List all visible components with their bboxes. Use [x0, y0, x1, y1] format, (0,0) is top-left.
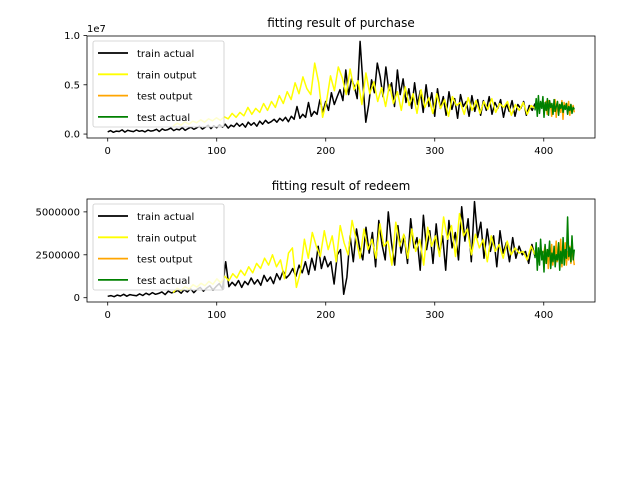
legend-label-train-actual: train actual [137, 49, 194, 60]
series-line-train-output [172, 62, 536, 127]
y-tick-label: 2500000 [35, 250, 80, 261]
purchase-panel: fitting result of purchase 0 100 200 300 400 0… [64, 16, 596, 157]
legend-box [92, 40, 225, 128]
series-line-train-output [172, 212, 536, 294]
legend-label-test-actual: test actual [137, 113, 190, 124]
x-tick-label: 200 [316, 310, 335, 321]
x-tick-label: 400 [534, 146, 553, 157]
series-lines [107, 40, 576, 134]
y-tick-label: 0.5 [64, 80, 80, 91]
y-tick-label: 0.0 [64, 130, 80, 141]
legend-label-test-output: test output [137, 92, 192, 103]
legend: train actual train output test output test … [92, 203, 225, 291]
y-offset-label: 1e7 [87, 24, 106, 35]
series-line-test-actual [534, 216, 576, 273]
axes-frame [86, 198, 596, 303]
x-tick-label: 0 [105, 310, 111, 321]
chart-title: fitting result of purchase [267, 16, 415, 30]
legend-label-train-actual: train actual [137, 212, 194, 223]
y-tick-label: 1.0 [64, 31, 80, 42]
y-tick-label: 0 [74, 293, 80, 304]
legend-box [92, 203, 225, 291]
x-tick-label: 300 [425, 310, 444, 321]
legend-label-train-output: train output [137, 233, 197, 244]
series-lines [107, 200, 576, 298]
redeem-panel: fitting result of redeem 0 100 200 300 400 0 25… [35, 179, 596, 321]
x-tick-label: 300 [425, 146, 444, 157]
x-tick-label: 400 [534, 310, 553, 321]
chart-title: fitting result of redeem [272, 179, 411, 193]
series-line-test-actual [534, 94, 575, 119]
legend: train actual train output test output test … [92, 40, 225, 128]
series-line-train-actual [107, 200, 536, 298]
axes-frame [86, 35, 596, 139]
x-tick-label: 100 [207, 146, 226, 157]
legend-label-test-actual: test actual [137, 276, 190, 287]
x-tick-label: 0 [105, 146, 111, 157]
legend-label-test-output: test output [137, 255, 192, 266]
x-tick-label: 100 [207, 310, 226, 321]
legend-label-train-output: train output [137, 70, 197, 81]
x-tick-label: 200 [316, 146, 335, 157]
y-tick-label: 5000000 [35, 207, 80, 218]
